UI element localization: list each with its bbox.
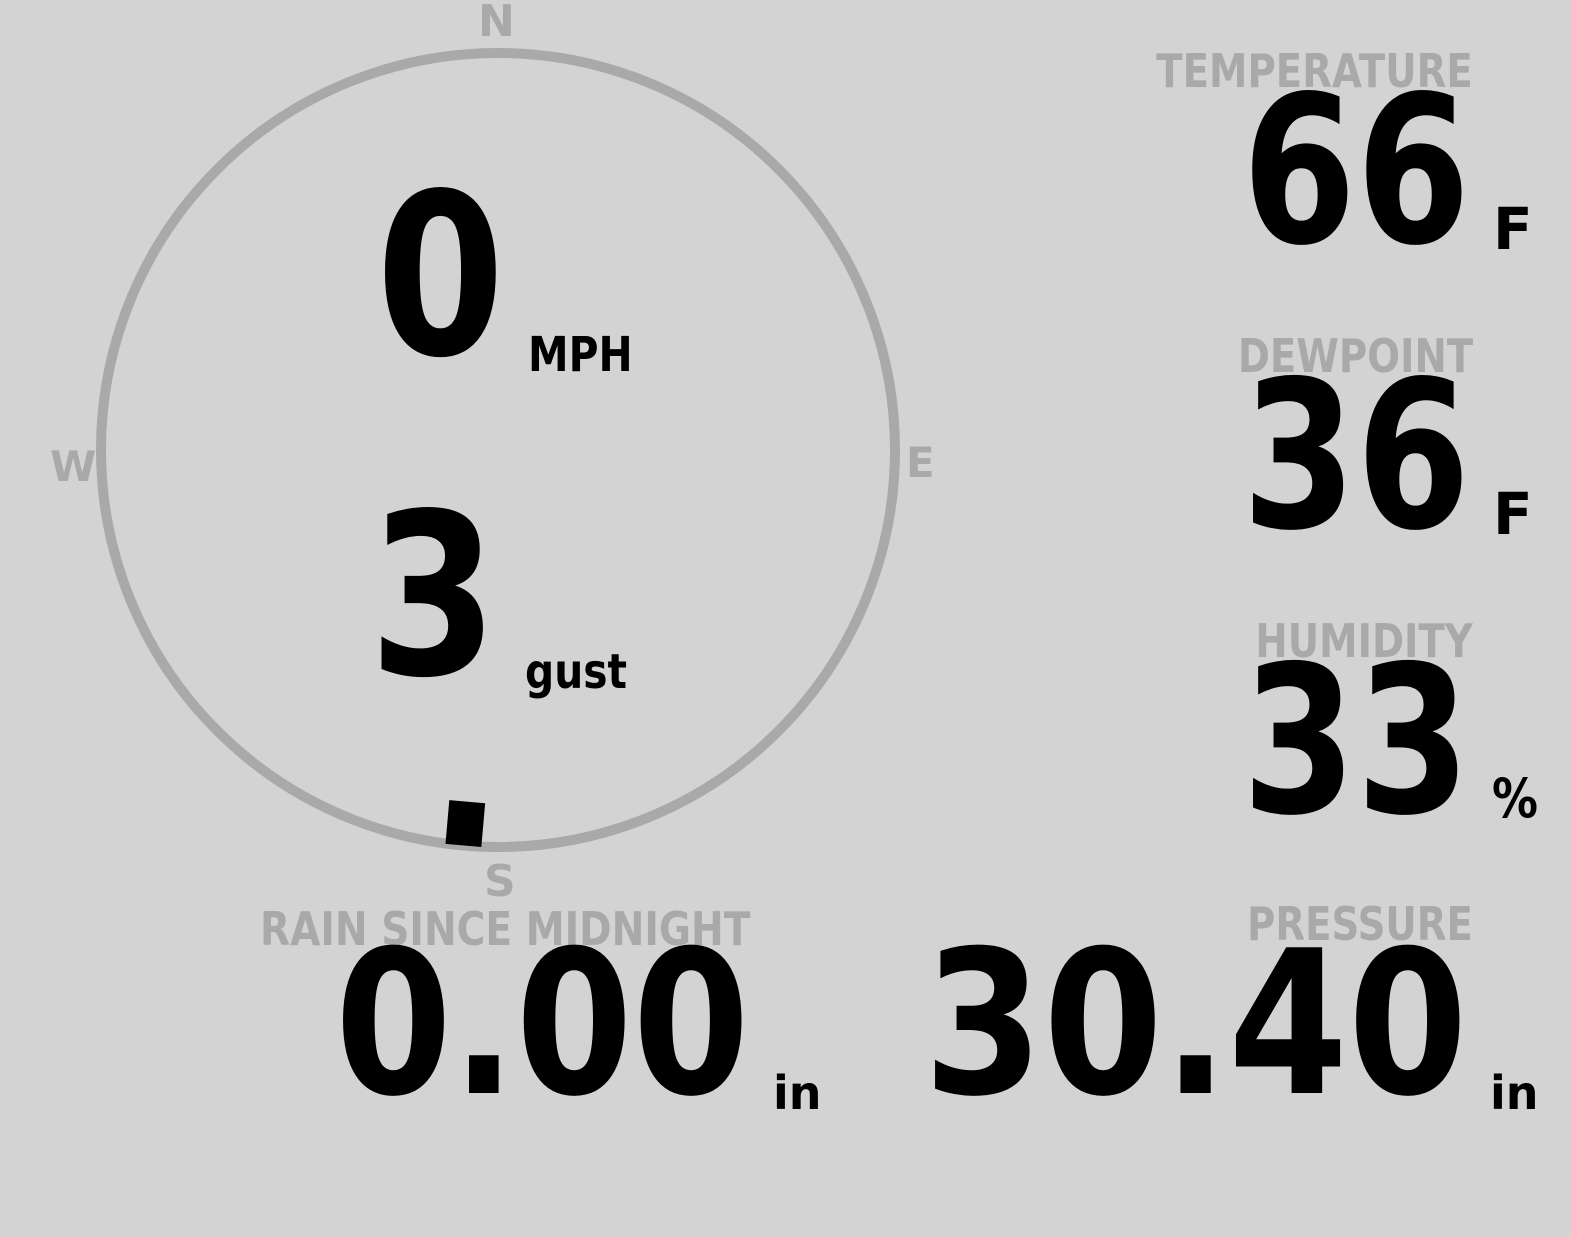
wind-gust-value: 3: [369, 466, 498, 728]
compass-west: W: [50, 442, 97, 491]
temperature-value: 66: [1241, 53, 1470, 291]
wind-direction-needle: [445, 800, 486, 848]
rain-label: RAIN SINCE MIDNIGHT: [260, 902, 751, 956]
compass-north: N: [478, 0, 515, 47]
wind-speed-value: 0: [376, 146, 505, 408]
humidity-unit: %: [1492, 767, 1538, 830]
rain-value: 0.00: [335, 908, 750, 1141]
compass-south: S: [484, 856, 516, 907]
rain-unit: in: [773, 1066, 822, 1120]
dewpoint-unit: F: [1493, 480, 1533, 548]
humidity-value: 33: [1241, 623, 1470, 861]
wind-speed-unit: MPH: [528, 327, 633, 383]
pressure-label: PRESSURE: [1247, 897, 1473, 951]
pressure-value: 30.40: [923, 908, 1468, 1141]
temperature-label: TEMPERATURE: [1156, 44, 1473, 98]
humidity-label: HUMIDITY: [1255, 614, 1473, 668]
compass-east: E: [906, 438, 935, 487]
dewpoint-value: 36: [1241, 338, 1470, 576]
dewpoint-label: DEWPOINT: [1237, 329, 1473, 383]
temperature-unit: F: [1493, 195, 1533, 263]
pressure-unit: in: [1490, 1066, 1539, 1120]
compass-ring: [96, 48, 900, 852]
wind-gust-unit: gust: [525, 644, 628, 700]
